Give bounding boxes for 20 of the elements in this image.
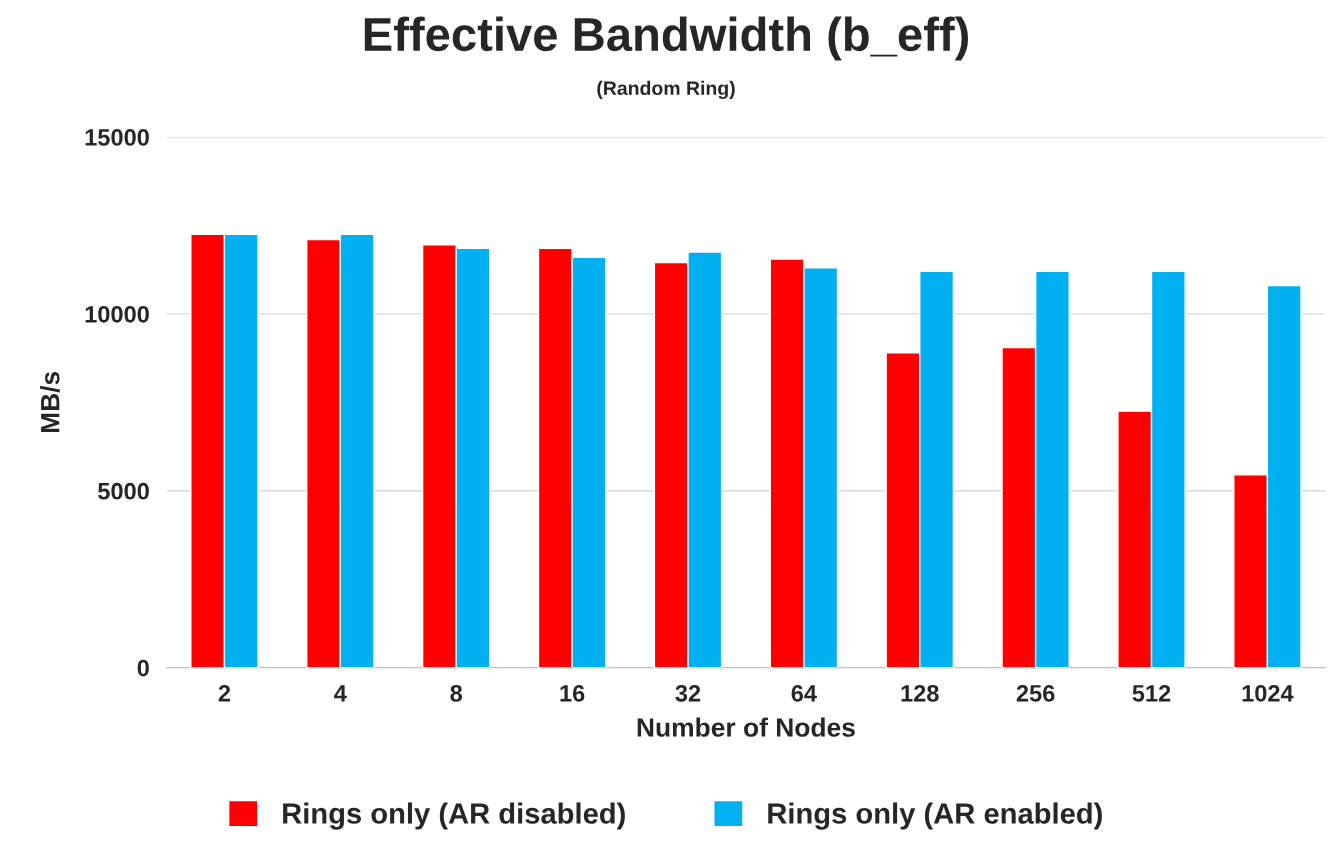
x-tick-label: 4 xyxy=(334,685,347,702)
y-tick-label: 0 xyxy=(137,659,149,677)
y-axis-title: MB/s xyxy=(40,371,60,433)
legend-label: Rings only (AR disabled) xyxy=(283,802,625,830)
x-tick-label: 16 xyxy=(560,684,585,702)
x-tick-label: 1024 xyxy=(1242,684,1294,702)
y-tick-label: 15000 xyxy=(85,129,149,146)
y-tick-label: 10000 xyxy=(85,305,149,323)
x-tick-label: 256 xyxy=(1016,684,1055,702)
chart-title: Effective Bandwidth (b_eff) xyxy=(364,16,969,61)
x-tick-label: 8 xyxy=(450,684,463,702)
x-axis-title: Number of Nodes xyxy=(637,717,855,737)
x-tick-label: 32 xyxy=(675,684,701,702)
legend-label: Rings only (AR enabled) xyxy=(768,802,1102,830)
chart-subtitle: (Random Ring) xyxy=(597,80,735,99)
x-tick-label: 64 xyxy=(791,684,817,702)
x-tick-label: 128 xyxy=(901,684,939,702)
y-tick-label: 5000 xyxy=(98,482,149,500)
x-tick-label: 512 xyxy=(1132,684,1171,702)
x-tick-label: 2 xyxy=(218,684,231,702)
